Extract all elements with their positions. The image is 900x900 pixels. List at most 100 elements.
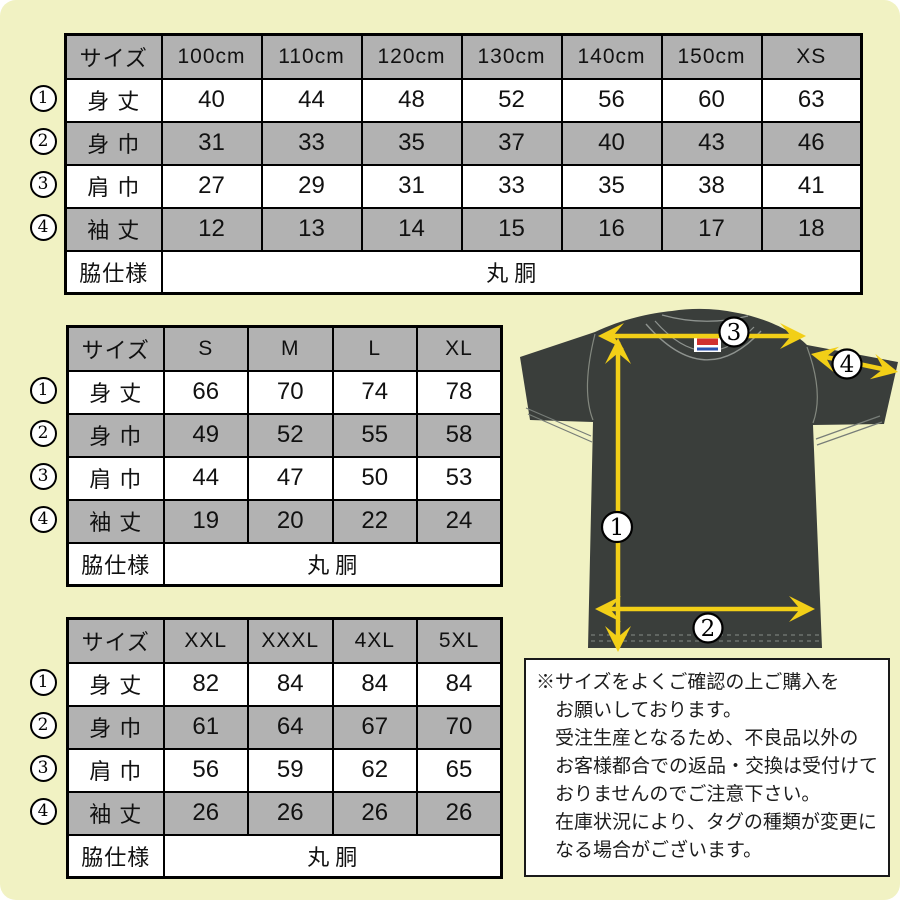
measure-row-label: 身 丈 [66,369,165,415]
marker-digit: 1 [37,88,49,108]
size-value-cell: 64 [247,704,334,750]
side-spec-value: 丸 胴 [162,833,503,879]
measure-row-label: 肩 巾 [64,163,163,209]
diagram-marker-2: 2 [701,616,716,642]
measure-row: 身 巾 31 33 35 37 40 43 46 [64,120,863,166]
size-value-cell: 50 [331,455,418,501]
size-value-cell: 41 [760,163,863,209]
diagram-marker-3-circle [718,316,750,348]
measure-row: 肩 巾 27 29 31 33 35 38 41 [64,163,863,209]
measure-row-label: 袖 丈 [66,790,165,836]
side-spec-value: 丸 胴 [162,541,503,587]
row-marker-2: 2 [29,420,57,447]
size-value-cell: 17 [660,206,763,252]
row-marker-3: 3 [29,171,57,198]
size-value-cell: 31 [160,120,263,166]
size-value-cell: 74 [331,369,418,415]
size-value-cell: 58 [416,412,503,458]
right-armhole-seam [806,346,818,424]
row-marker-4: 4 [29,798,57,825]
size-value-cell: 84 [331,661,418,707]
marker-digit: 2 [37,131,49,151]
size-value-cell: 70 [247,369,334,415]
side-spec-label: 脇仕様 [66,541,165,587]
size-table-corner: サイズ [66,617,165,664]
size-column-header: 150cm [660,33,763,80]
size-value-cell: 60 [660,77,763,123]
size-value-cell: 22 [331,498,418,544]
measure-row-label: 身 巾 [66,704,165,750]
size-value-cell: 33 [460,163,563,209]
right-sleeve-hem-stitch [815,415,883,446]
left-armhole-seam [586,333,596,421]
size-value-cell: 82 [162,661,249,707]
size-value-cell: 31 [360,163,463,209]
size-value-cell: 52 [460,77,563,123]
row-marker-3: 3 [29,463,57,490]
size-column-header: S [162,325,249,372]
row-marker-3: 3 [29,755,57,782]
size-value-cell: 46 [760,120,863,166]
size-value-cell: 53 [416,455,503,501]
size-value-cell: 61 [162,704,249,750]
measure-row: 身 丈 82 84 84 84 [66,661,503,707]
size-value-cell: 18 [760,206,863,252]
size-value-cell: 59 [247,747,334,793]
measure-row-label: 身 丈 [64,77,163,123]
size-column-header: XXL [162,617,249,664]
size-header-row: サイズ S M L XL [66,325,503,372]
measure-row-label: 肩 巾 [66,747,165,793]
size-value-cell: 78 [416,369,503,415]
purchase-notice-box: ※サイズをよくご確認の上ご購入を お願いしております。 受注生産となるため、不良品以… [524,658,890,877]
size-value-cell: 15 [460,206,563,252]
size-column-header: 4XL [331,617,418,664]
measure-row-label: 袖 丈 [66,498,165,544]
marker-digit: 4 [37,801,49,821]
size-table-kids: サイズ 100cm 110cm 120cm 130cm 140cm 150cm XS 身 丈 40… [64,33,863,295]
size-value-cell: 40 [560,120,663,166]
measure-row: 身 丈 40 44 48 52 56 60 63 [64,77,863,123]
note-line: 在庫状況により、タグの種類が変更に [555,812,877,833]
note-line: お客様都合での返品・交換は受付けて [555,756,879,777]
row-marker-4: 4 [29,506,57,533]
size-column-header: 140cm [560,33,663,80]
size-column-header: 130cm [460,33,563,80]
size-table-corner: サイズ [66,325,165,372]
measure-row: 袖 丈 12 13 14 15 16 17 18 [64,206,863,252]
size-value-cell: 84 [416,661,503,707]
measure-row-label: 肩 巾 [66,455,165,501]
side-spec-row: 脇仕様丸 胴 [66,833,503,879]
diagram-marker-3: 3 [727,320,742,346]
tshirt-diagram: 1 2 3 4 [520,308,898,652]
size-value-cell: 52 [247,412,334,458]
size-value-cell: 20 [247,498,334,544]
size-value-cell: 26 [331,790,418,836]
diagram-marker-2-circle [692,612,724,644]
size-column-header: XXXL [247,617,334,664]
size-column-header: 110cm [260,33,363,80]
measure-row: 身 巾 49 52 55 58 [66,412,503,458]
size-value-cell: 56 [162,747,249,793]
note-line: おりませんのでご注意下さい。 [555,784,821,805]
measure-row-label: 身 巾 [64,120,163,166]
size-value-cell: 35 [360,120,463,166]
marker-column-adult: 1 2 3 4 [27,369,59,541]
measure-row: 袖 丈 26 26 26 26 [66,790,503,836]
size-column-header: 100cm [160,33,263,80]
tshirt-body [520,308,898,648]
size-value-cell: 40 [160,77,263,123]
measure-row: 身 丈 66 70 74 78 [66,369,503,415]
side-spec-row: 脇仕様丸 胴 [66,541,503,587]
note-line: ※サイズをよくご確認の上ご購入を [536,672,840,693]
marker-digit: 3 [37,466,49,486]
size-value-cell: 67 [331,704,418,750]
diagram-marker-1-circle [600,510,634,544]
measure-row-label: 身 丈 [66,661,165,707]
size-value-cell: 63 [760,77,863,123]
size-value-cell: 44 [260,77,363,123]
size-value-cell: 84 [247,661,334,707]
diagram-markers: 1 2 3 4 [600,316,863,644]
size-value-cell: 43 [660,120,763,166]
measure-row-label: 袖 丈 [64,206,163,252]
